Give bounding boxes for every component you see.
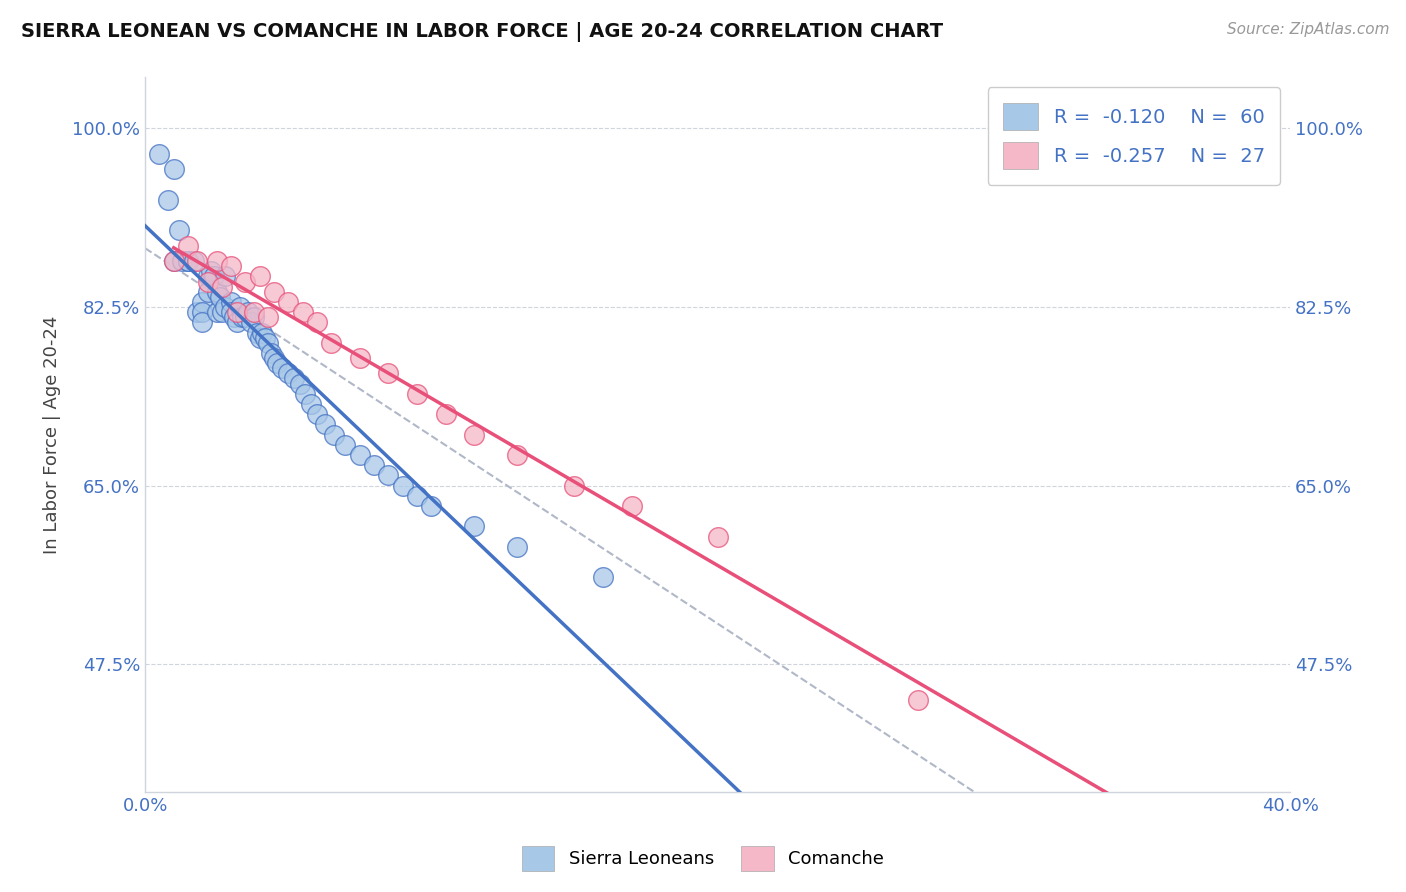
Point <box>254 331 277 345</box>
Text: Source: ZipAtlas.com: Source: ZipAtlas.com <box>1226 22 1389 37</box>
Point <box>177 239 200 253</box>
Point <box>183 254 205 268</box>
Point <box>294 386 316 401</box>
Point <box>214 269 236 284</box>
Point <box>271 361 294 376</box>
Point <box>420 499 443 513</box>
Point <box>288 376 311 391</box>
Point <box>260 346 283 360</box>
Point <box>257 310 280 325</box>
Point <box>321 335 343 350</box>
Point <box>305 315 328 329</box>
Point <box>197 285 219 299</box>
Point <box>202 269 225 284</box>
Point <box>191 305 214 319</box>
Point <box>163 162 186 177</box>
Point <box>249 269 271 284</box>
Y-axis label: In Labor Force | Age 20-24: In Labor Force | Age 20-24 <box>44 316 60 554</box>
Point <box>377 367 399 381</box>
Point <box>177 254 200 268</box>
Point <box>406 386 429 401</box>
Point <box>200 264 222 278</box>
Point <box>225 315 247 329</box>
Point <box>506 540 529 554</box>
Point <box>186 254 208 268</box>
Point <box>620 499 643 513</box>
Point <box>257 335 280 350</box>
Point <box>564 478 586 492</box>
Point <box>406 489 429 503</box>
Point <box>391 478 413 492</box>
Point <box>299 397 322 411</box>
Point <box>225 305 247 319</box>
Point <box>233 275 256 289</box>
Point <box>243 310 266 325</box>
Point <box>706 530 728 544</box>
Point <box>222 310 245 325</box>
Point <box>191 294 214 309</box>
Legend: Sierra Leoneans, Comanche: Sierra Leoneans, Comanche <box>515 838 891 879</box>
Point <box>463 427 485 442</box>
Point <box>214 300 236 314</box>
Point <box>228 300 250 314</box>
Point <box>205 285 228 299</box>
Point <box>219 294 242 309</box>
Point <box>314 417 336 432</box>
Point <box>349 351 371 365</box>
Point <box>240 315 263 329</box>
Point <box>283 371 305 385</box>
Point <box>252 326 274 340</box>
Point <box>163 254 186 268</box>
Point <box>186 305 208 319</box>
Point <box>291 305 314 319</box>
Point <box>172 254 194 268</box>
Point <box>205 305 228 319</box>
Point <box>434 407 457 421</box>
Point <box>163 254 186 268</box>
Legend: R =  -0.120    N =  60, R =  -0.257    N =  27: R = -0.120 N = 60, R = -0.257 N = 27 <box>987 87 1281 185</box>
Point <box>243 305 266 319</box>
Point <box>363 458 385 473</box>
Point <box>335 438 357 452</box>
Point <box>211 305 233 319</box>
Point <box>263 351 285 365</box>
Point <box>208 290 231 304</box>
Point <box>277 367 299 381</box>
Point <box>197 269 219 284</box>
Point <box>169 223 191 237</box>
Text: SIERRA LEONEAN VS COMANCHE IN LABOR FORCE | AGE 20-24 CORRELATION CHART: SIERRA LEONEAN VS COMANCHE IN LABOR FORC… <box>21 22 943 42</box>
Point <box>233 310 256 325</box>
Point <box>156 193 179 207</box>
Point <box>349 448 371 462</box>
Point <box>323 427 346 442</box>
Point <box>205 254 228 268</box>
Point <box>177 254 200 268</box>
Point <box>246 326 269 340</box>
Point <box>305 407 328 421</box>
Point <box>211 279 233 293</box>
Point <box>148 147 170 161</box>
Point <box>277 294 299 309</box>
Point <box>266 356 288 370</box>
Point <box>191 315 214 329</box>
Point <box>219 305 242 319</box>
Point <box>231 310 253 325</box>
Point <box>263 285 285 299</box>
Point <box>236 305 259 319</box>
Point <box>197 275 219 289</box>
Point <box>377 468 399 483</box>
Point <box>592 570 614 584</box>
Point <box>463 519 485 533</box>
Point <box>907 693 929 707</box>
Point <box>249 331 271 345</box>
Point <box>506 448 529 462</box>
Point <box>219 259 242 273</box>
